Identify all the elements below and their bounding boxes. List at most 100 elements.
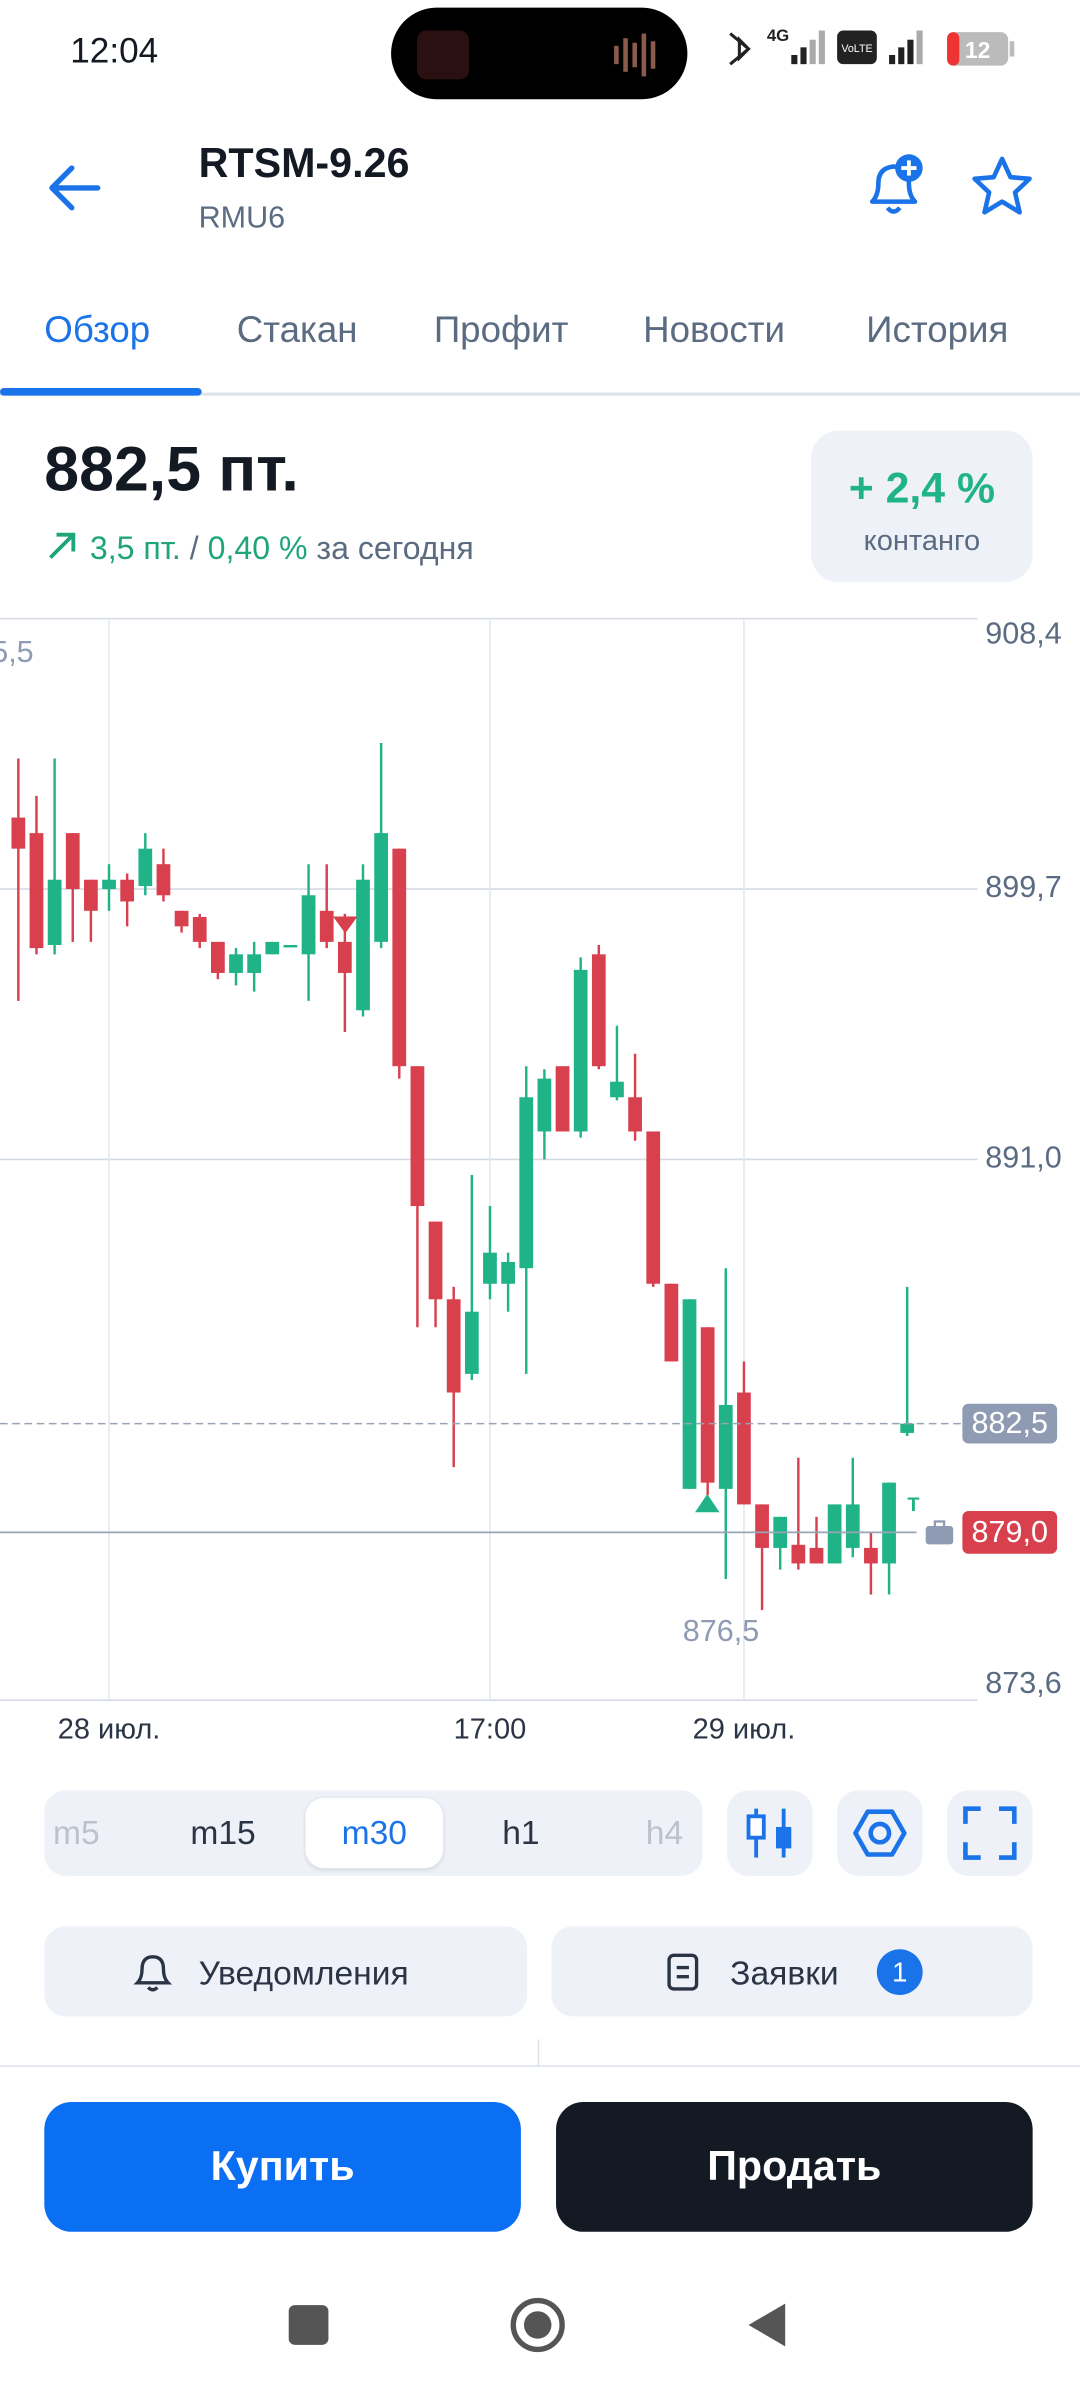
- candle-body: [882, 1482, 896, 1564]
- tab[interactable]: Профит: [433, 310, 569, 352]
- sell-button[interactable]: Продать: [556, 2101, 1033, 2232]
- tab[interactable]: История: [866, 310, 1009, 352]
- recents-button[interactable]: [288, 2305, 329, 2345]
- back-arrow: [49, 165, 101, 211]
- buy-marker: [695, 1493, 720, 1513]
- candle-body: [337, 941, 352, 973]
- home-button[interactable]: [510, 2297, 565, 2353]
- volte-label: VoLTE: [841, 43, 872, 55]
- candle-body: [718, 1404, 733, 1489]
- favorite-button[interactable]: [968, 153, 1038, 220]
- candle-body: [610, 1081, 624, 1098]
- sell-marker: [333, 916, 358, 934]
- candle-body: [65, 833, 80, 890]
- trend-arrow: [49, 532, 76, 559]
- back-nav-button[interactable]: [748, 2303, 786, 2347]
- candle-body: [591, 954, 606, 1067]
- candle-body: [84, 879, 98, 911]
- candle-body: [29, 833, 44, 949]
- candlestick-chart: T 908,4 899,7 891,0 873,6 28 июл. 17:00 29 июл…: [0, 617, 1062, 1745]
- candle-body: [374, 833, 389, 942]
- candle-body: [827, 1504, 842, 1564]
- candle-body: [192, 917, 207, 942]
- candle-body: [700, 1327, 715, 1483]
- fullscreen-button[interactable]: [947, 1790, 1033, 1876]
- change-period: за сегодня: [316, 531, 474, 567]
- buy-button[interactable]: Купить: [44, 2101, 521, 2232]
- candle-layer: [11, 742, 915, 1611]
- media-thumb: [417, 30, 469, 80]
- overlay-layer: 908,4 899,7 891,0 873,6 28 июл. 17:00 29 июл. 8…: [0, 617, 1062, 1745]
- candle-body: [156, 864, 171, 896]
- navigation-bar: [288, 2297, 786, 2353]
- candle-body: [555, 1066, 570, 1132]
- timeframe[interactable]: m15: [190, 1813, 256, 1852]
- instrument-title: RTSM-9.26: [198, 140, 410, 187]
- x-tick-label: 29 июл.: [693, 1713, 796, 1745]
- candle-body: [283, 944, 298, 948]
- timeframe[interactable]: m30: [341, 1813, 407, 1852]
- candle-body: [247, 954, 262, 973]
- candle-body: [664, 1283, 679, 1362]
- alerts-icon: [133, 1955, 173, 1992]
- tab[interactable]: Новости: [643, 310, 786, 352]
- candle-body: [864, 1547, 878, 1564]
- alerts-label: Уведомления: [198, 1953, 409, 1992]
- alerts-button[interactable]: Уведомления: [44, 1926, 528, 2017]
- fullscreen-icon: [963, 1806, 1017, 1860]
- candle-body: [11, 817, 26, 849]
- network-label: 4G: [767, 26, 789, 45]
- battery-level: [947, 32, 960, 66]
- candle-body: [174, 910, 189, 927]
- add-alert-button[interactable]: [860, 153, 930, 220]
- bell-icon: [869, 164, 918, 204]
- candle-body: [102, 879, 116, 890]
- last-price-tag: [962, 1403, 1058, 1444]
- back-button[interactable]: [43, 159, 110, 220]
- tab[interactable]: Стакан: [236, 310, 358, 352]
- orders-count: 1: [876, 1949, 923, 1996]
- position-label: 879,0: [972, 1515, 1048, 1549]
- y-tick-label: 873,6: [985, 1666, 1061, 1700]
- indicators-button[interactable]: [837, 1790, 923, 1876]
- tab[interactable]: Обзор: [44, 310, 151, 352]
- x-tick-label: 28 июл.: [58, 1713, 161, 1745]
- position-icon: [925, 1520, 954, 1545]
- candle-body: [737, 1392, 751, 1505]
- x-tick-label: 17:00: [454, 1713, 527, 1745]
- change-points: 3,5 пт.: [89, 531, 181, 567]
- tabs-divider: [0, 392, 1080, 396]
- candle-body: [356, 879, 370, 1011]
- active-tab-indicator: [0, 388, 202, 396]
- candle-body: [501, 1261, 515, 1284]
- candle-body: [845, 1504, 860, 1548]
- timeframe[interactable]: h1: [502, 1813, 540, 1852]
- volte-box: [837, 30, 877, 65]
- candle-body: [809, 1547, 824, 1564]
- candle-body: [682, 1299, 697, 1489]
- candle-body: [464, 1311, 479, 1374]
- chart-type-button[interactable]: [727, 1790, 813, 1876]
- candle-body: [628, 1097, 642, 1132]
- timeframe[interactable]: m5: [53, 1813, 100, 1852]
- bell-clapper: [885, 206, 902, 214]
- timeframe-selection: [305, 1797, 443, 1869]
- orders-button[interactable]: Заявки 1: [551, 1926, 1033, 2017]
- orders-label: Заявки: [730, 1953, 839, 1992]
- hexagon-center: [868, 1821, 892, 1845]
- battery-label: 12: [965, 37, 990, 63]
- plus-sign: [901, 160, 917, 176]
- candle-body: [646, 1131, 661, 1284]
- y-tick-label: 899,7: [985, 870, 1061, 904]
- change-percent: 0,40 %: [207, 531, 308, 567]
- y-tick-label: 908,4: [985, 617, 1061, 651]
- candle-icon-hollow: [746, 1814, 766, 1840]
- candle-body: [229, 954, 243, 973]
- status-icons: 4G VoLTE 12: [391, 7, 1015, 100]
- battery-cap: [1009, 41, 1015, 57]
- candle-body: [573, 969, 588, 1132]
- candle-body: [120, 879, 135, 902]
- timeframe[interactable]: h4: [645, 1813, 684, 1852]
